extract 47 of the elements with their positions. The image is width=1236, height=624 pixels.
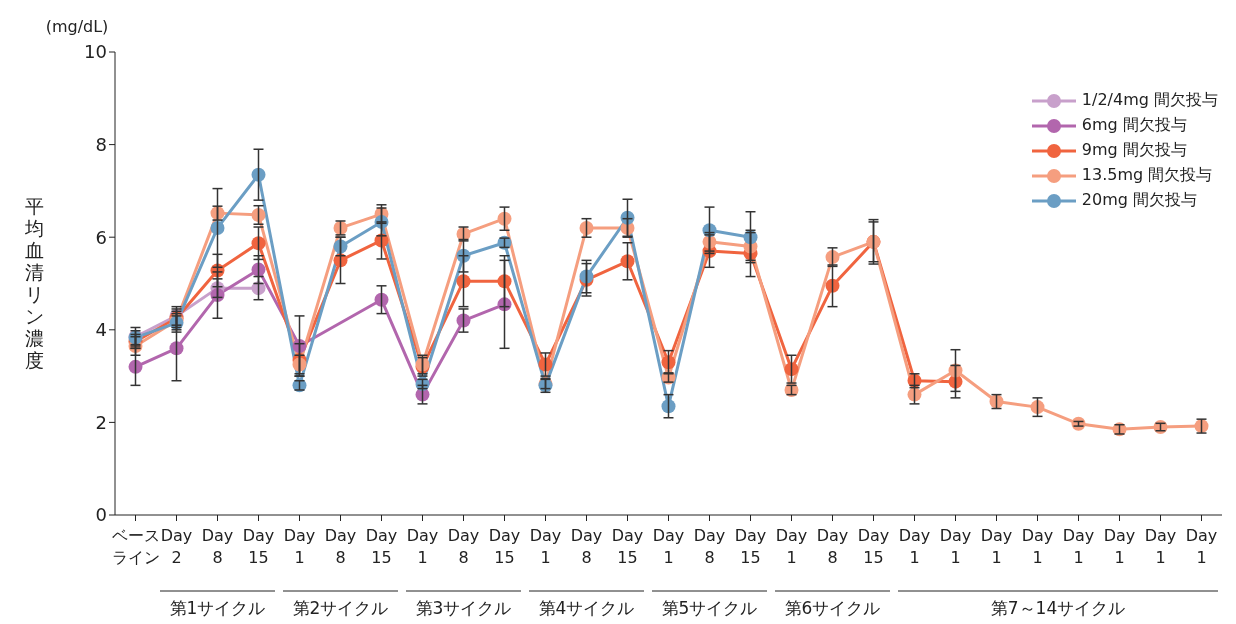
x-tick-label: Day 2 [160,526,193,567]
text: 第7～14サイクル [990,598,1126,618]
x-tick-label: Day 1 [939,526,972,567]
x-tick-label: Day 1 [529,526,562,567]
y-tick-label: 6 [95,226,107,248]
x-tick-label: Day 15 [365,526,398,567]
y-axis-title: 平均血清リン濃度 [23,194,44,371]
text: 第3サイクル [415,598,512,618]
y-tick-label: 8 [95,133,107,155]
x-tick-label: Day 15 [734,526,767,567]
x-tick-label: Day 15 [242,526,275,567]
x-tick-label: Day 8 [201,526,234,567]
x-tick-label: Day 8 [816,526,849,567]
x-tick-label: Day 15 [611,526,644,567]
y-tick-label: 0 [95,504,107,526]
legend-label: 9mg 間欠投与 [1081,140,1187,161]
x-tick-label: ベースライン [111,526,160,567]
text: 第2サイクル [292,598,389,618]
x-tick-label: Day 15 [488,526,521,567]
x-tick-label: Day 1 [1185,526,1218,567]
legend-label: 6mg 間欠投与 [1081,115,1187,136]
x-tick-label: Day 1 [1062,526,1095,567]
text: 第6サイクル [784,598,881,618]
legend-label: 1/2/4mg 間欠投与 [1081,90,1218,111]
x-tick-label: Day 1 [980,526,1013,567]
x-tick-label: Day 8 [447,526,480,567]
x-tick-label: Day 1 [1103,526,1136,567]
x-tick-label: Day 1 [898,526,931,567]
x-tick-label: Day 8 [693,526,726,567]
legend-label: 20mg 間欠投与 [1081,190,1198,211]
x-tick-label: Day 1 [1021,526,1054,567]
x-tick-label: Day 1 [652,526,685,567]
text: (mg/dL) [45,17,109,36]
y-tick-label: 10 [84,41,107,63]
y-tick-label: 2 [95,411,107,433]
x-tick-label: Day 15 [857,526,890,567]
x-tick-label: Day 1 [775,526,808,567]
text: 第4サイクル [538,598,635,618]
x-tick-label: Day 8 [570,526,603,567]
y-tick-label: 4 [95,319,107,341]
x-tick-label: Day 8 [324,526,357,567]
text: 第1サイクル [169,598,266,618]
x-tick-label: Day 1 [1144,526,1177,567]
x-tick-label: Day 1 [406,526,439,567]
text: 第5サイクル [661,598,758,618]
x-tick-label: Day 1 [283,526,316,567]
legend-label: 13.5mg 間欠投与 [1081,165,1213,186]
